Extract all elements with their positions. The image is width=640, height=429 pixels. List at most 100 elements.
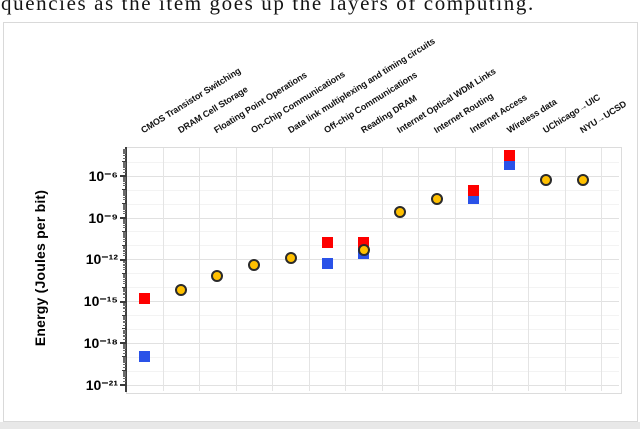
y-log-minor-tick <box>123 358 126 360</box>
y-log-minor-tick <box>123 374 126 376</box>
y-log-minor-tick <box>123 322 126 324</box>
y-log-minor-tick <box>123 347 126 349</box>
y-log-minor-tick <box>123 164 126 166</box>
y-log-minor-tick <box>123 344 126 346</box>
horizontal-gridline <box>127 328 619 330</box>
y-log-minor-tick <box>123 346 126 347</box>
vertical-gridline <box>345 148 347 391</box>
y-log-minor-tick <box>123 227 126 229</box>
y-log-minor-tick <box>123 372 126 374</box>
y-log-minor-tick <box>123 275 126 277</box>
red-squares-marker <box>358 237 370 249</box>
y-log-minor-tick <box>123 317 126 319</box>
y-log-minor-tick <box>123 260 126 262</box>
y-log-minor-tick <box>123 315 126 317</box>
y-log-minor-tick <box>123 292 126 294</box>
y-log-minor-tick <box>123 331 126 333</box>
y-log-minor-tick <box>123 252 126 254</box>
y-log-minor-tick <box>123 163 126 165</box>
y-log-minor-tick <box>123 282 126 284</box>
y-log-minor-tick <box>123 223 126 225</box>
y-major-tick <box>120 342 126 345</box>
y-minor-tick <box>122 189 126 191</box>
y-log-minor-tick <box>123 150 126 152</box>
vertical-gridline <box>491 148 493 391</box>
horizontal-gridline <box>127 273 619 275</box>
y-log-minor-tick <box>123 358 126 360</box>
horizontal-gridline <box>127 356 619 358</box>
y-log-minor-tick <box>123 234 126 236</box>
y-major-tick <box>120 258 126 261</box>
y-log-minor-tick <box>123 219 126 221</box>
vertical-gridline <box>381 148 383 391</box>
horizontal-gridline <box>127 231 619 233</box>
y-log-minor-tick <box>123 373 126 375</box>
y-log-minor-tick <box>123 248 126 250</box>
y-log-minor-tick <box>123 273 126 275</box>
y-log-minor-tick <box>123 232 126 234</box>
y-log-minor-tick <box>123 237 126 238</box>
horizontal-gridline <box>127 301 619 303</box>
y-log-minor-tick <box>123 178 126 180</box>
y-log-minor-tick <box>123 246 126 248</box>
y-log-minor-tick <box>123 330 126 332</box>
y-log-minor-tick <box>123 277 126 279</box>
y-log-minor-tick <box>123 264 126 266</box>
y-log-minor-tick <box>123 336 126 338</box>
y-log-minor-tick <box>123 220 126 222</box>
y-minor-tick <box>122 328 126 330</box>
y-log-minor-tick <box>123 366 126 368</box>
horizontal-gridline <box>127 217 619 219</box>
y-log-minor-tick <box>123 287 126 289</box>
y-log-minor-tick <box>123 378 126 380</box>
y-log-minor-tick <box>123 266 126 268</box>
y-minor-tick <box>122 356 126 358</box>
y-log-minor-tick <box>123 319 126 321</box>
blue-squares-marker <box>467 192 479 204</box>
y-log-minor-tick <box>123 249 126 251</box>
bottom-page-strip <box>0 422 640 429</box>
blue-squares-marker <box>321 258 333 270</box>
y-log-minor-tick <box>123 179 126 181</box>
y-log-minor-tick <box>123 302 126 304</box>
y-log-minor-tick <box>123 372 126 374</box>
y-log-minor-tick <box>123 362 126 364</box>
yellow-circles-marker <box>394 205 407 218</box>
y-log-minor-tick <box>123 185 126 187</box>
y-minor-tick <box>122 314 126 316</box>
y-log-minor-tick <box>123 196 126 198</box>
y-minor-tick <box>122 230 126 232</box>
vertical-gridline <box>272 148 274 391</box>
y-log-minor-tick <box>123 199 126 201</box>
y-tick-label: 10⁻¹² <box>85 251 118 268</box>
y-log-minor-tick <box>123 380 126 382</box>
y-log-minor-tick <box>123 306 126 308</box>
y-log-minor-tick <box>123 269 126 271</box>
y-log-minor-tick <box>123 296 126 298</box>
y-log-minor-tick <box>123 324 126 326</box>
y-log-minor-tick <box>123 289 126 291</box>
y-log-minor-tick <box>123 166 126 167</box>
y-log-minor-tick <box>123 150 126 152</box>
y-log-minor-tick <box>123 209 126 211</box>
vertical-gridline <box>528 148 530 391</box>
horizontal-gridline <box>127 342 619 344</box>
red-squares-marker <box>138 293 150 305</box>
horizontal-gridline <box>127 161 619 163</box>
y-log-minor-tick <box>123 334 126 336</box>
yellow-circles-marker <box>540 173 553 186</box>
y-log-minor-tick <box>123 357 126 359</box>
y-log-minor-tick <box>123 247 126 249</box>
y-minor-tick <box>122 244 126 246</box>
yellow-circles-marker <box>174 284 187 297</box>
y-log-minor-tick <box>123 155 126 157</box>
y-log-minor-tick <box>123 149 126 151</box>
y-minor-tick <box>122 286 126 288</box>
y-minor-tick <box>122 272 126 274</box>
y-log-minor-tick <box>123 177 126 179</box>
vertical-gridline <box>162 148 164 391</box>
vertical-gridline <box>601 148 603 391</box>
y-log-minor-tick <box>123 262 126 264</box>
y-log-minor-tick <box>123 310 126 312</box>
y-tick-label: 10⁻¹⁸ <box>83 334 118 351</box>
